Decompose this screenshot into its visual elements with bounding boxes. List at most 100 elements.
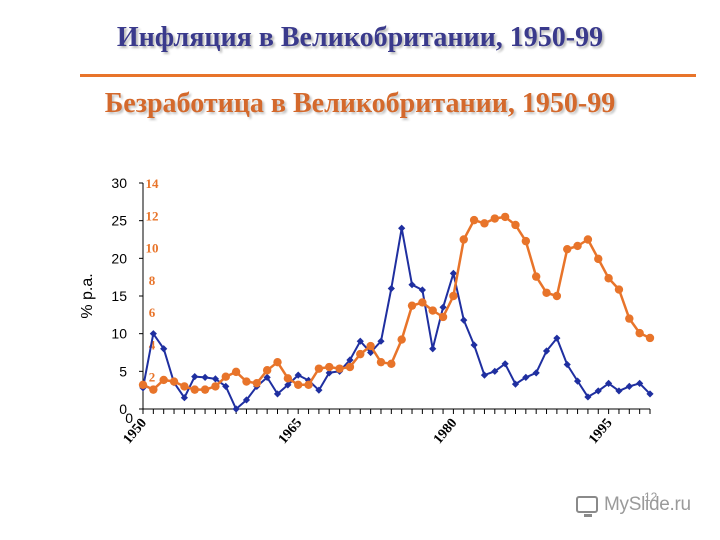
inflation-title: Инфляция в Великобритании, 1950-99 (116, 22, 604, 53)
y-right-tick-label: 14 (146, 176, 160, 191)
inflation-point (222, 382, 230, 390)
unemployment-point (366, 341, 375, 351)
inflation-point (584, 393, 592, 401)
y-right-tick-label: 12 (146, 208, 159, 223)
y-left-tick-label: 25 (111, 213, 127, 229)
unemployment-point (376, 357, 386, 367)
inflation-point (594, 387, 602, 395)
watermark-logo: MySlide.ru 12 (576, 490, 706, 520)
page-number: 12 (644, 490, 658, 504)
inflation-point (573, 377, 582, 385)
inflation-point (470, 341, 478, 349)
inflation-point (625, 382, 633, 390)
unemployment-point (583, 235, 593, 244)
inflation-point (242, 396, 251, 404)
unemployment-title: Безработица в Великобритании, 1950-99 (104, 88, 616, 119)
y-left-tick-label: 30 (111, 175, 127, 191)
unemployment-point (500, 212, 510, 222)
inflation-point (191, 373, 199, 381)
x-tick-label: 1995 (586, 416, 615, 447)
unemployment-point (294, 380, 303, 389)
y-right-tick-label: 4 (149, 337, 156, 352)
unemployment-point (335, 364, 344, 373)
inflation-point (615, 387, 623, 395)
y-axis-label: % p.a. (79, 273, 96, 318)
inflation-point (263, 373, 271, 381)
inflation-point (211, 375, 220, 383)
inflation-point (180, 394, 188, 402)
inflation-point (553, 334, 561, 342)
unemployment-point (283, 374, 293, 383)
unemployment-point (242, 377, 251, 386)
unemployment-point (625, 314, 634, 323)
inflation-point (439, 303, 447, 311)
inflation-point (325, 369, 333, 377)
unemployment-point (169, 377, 179, 386)
inflation-point (646, 390, 654, 398)
inflation-point (418, 286, 426, 294)
inflation-point (294, 371, 302, 379)
unemployment-point (604, 274, 613, 283)
x-tick-label: 1980 (431, 416, 460, 447)
unemployment-point (511, 220, 520, 230)
unemployment-point (231, 367, 241, 377)
unemployment-point (397, 335, 406, 344)
y-left-tick-label: 20 (111, 250, 127, 266)
unemployment-point (407, 301, 417, 310)
unemployment-point (594, 254, 603, 264)
unemployment-point (542, 288, 551, 297)
inflation-point (398, 224, 406, 232)
unemployment-point (480, 219, 489, 228)
unemployment-point (314, 364, 324, 373)
unemployment-point (531, 272, 541, 281)
unemployment-point (614, 285, 624, 294)
unemployment-line (142, 215, 651, 391)
inflation-point (542, 347, 551, 355)
inflation-point (408, 281, 416, 289)
y-left-tick-label: 5 (119, 363, 127, 379)
inflation-point (501, 360, 509, 368)
unemployment-point (273, 357, 282, 367)
inflation-point (284, 381, 292, 389)
watermark-text: MySlide.ru (604, 494, 691, 515)
unemployment-point (428, 306, 437, 315)
inflation-point (346, 356, 354, 364)
inflation-point (160, 345, 168, 353)
unemployment-point (418, 298, 427, 307)
inflation-point (532, 369, 540, 377)
inflation-point (605, 379, 613, 387)
x-tick-label: 1965 (276, 416, 305, 447)
y-right-tick-label: 8 (149, 273, 156, 288)
unemployment-point (159, 375, 168, 385)
inflation-point (563, 360, 571, 369)
inflation-point (273, 390, 282, 398)
unemployment-point (221, 372, 230, 381)
unemployment-point (345, 362, 355, 372)
inflation-point (377, 337, 385, 345)
unemployment-point (521, 236, 531, 246)
unemployment-point (356, 349, 365, 359)
unemployment-point (325, 362, 334, 372)
y-left-tick-label: 10 (111, 326, 127, 342)
y-right-tick-label: 10 (146, 241, 159, 256)
chart-marks (138, 212, 655, 413)
inflation-point (429, 345, 437, 353)
title-divider (80, 74, 696, 77)
inflation-point (201, 373, 209, 381)
inflation-point (449, 269, 458, 277)
unemployment-point (552, 291, 562, 301)
inflation-point (491, 367, 499, 375)
unemployment-point (200, 385, 210, 394)
inflation-point (315, 386, 323, 394)
unemployment-point (304, 380, 313, 389)
unemployment-point (252, 378, 262, 388)
monitor-icon (576, 496, 598, 517)
inflation-point (511, 380, 520, 388)
inflation-point (356, 337, 364, 345)
unemployment-point (149, 385, 158, 394)
inflation-point (387, 284, 395, 293)
inflation-point (460, 316, 468, 324)
unemployment-point (438, 312, 448, 322)
